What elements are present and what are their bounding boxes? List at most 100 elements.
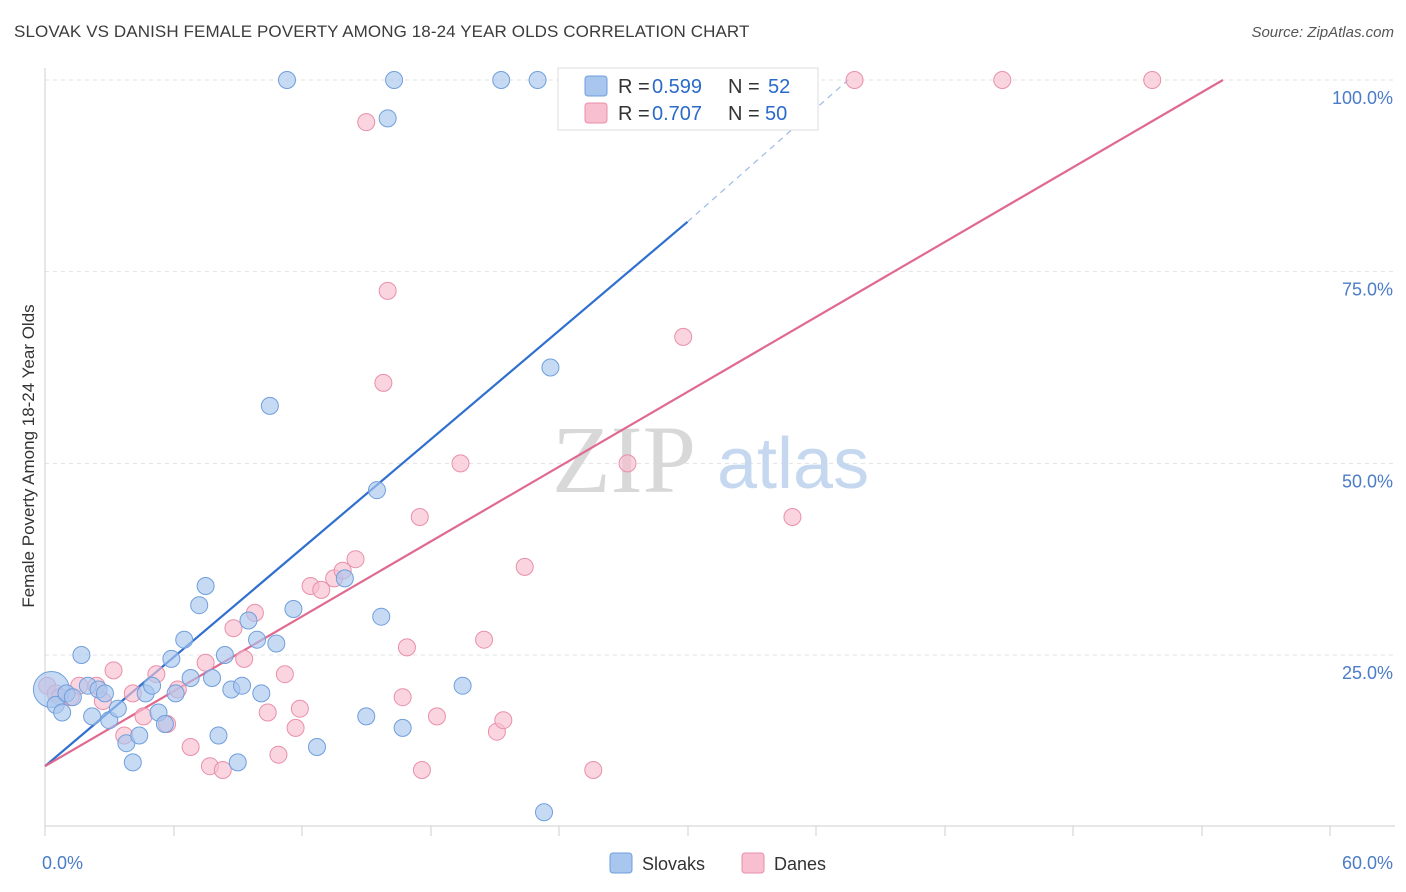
legend-n-label-slovaks: N = xyxy=(728,76,760,98)
danes-point xyxy=(258,703,277,722)
danes-point xyxy=(269,745,288,764)
x-tick-label: 60.0% xyxy=(1342,853,1393,873)
danes-point xyxy=(134,707,153,726)
slovaks-point xyxy=(228,753,247,772)
danes-point xyxy=(346,550,365,569)
slovaks-point xyxy=(378,109,397,128)
legend-r-label-danes: R = xyxy=(618,103,650,125)
slovaks-point xyxy=(63,688,82,707)
slovaks-point xyxy=(233,676,252,695)
danes-point xyxy=(427,707,446,726)
danes-point xyxy=(845,71,864,89)
slovaks-point xyxy=(95,684,114,703)
watermark-atlas: atlas xyxy=(717,424,869,504)
bottom-legend-swatch-danes xyxy=(741,852,765,874)
bottom-legend-label-slovaks: Slovaks xyxy=(642,854,705,874)
slovaks-point xyxy=(83,707,102,726)
y-tick-label: 50.0% xyxy=(1342,471,1393,491)
tick-labels: 100.0% 75.0% 50.0% 25.0% 0.0% 60.0% xyxy=(42,88,1393,873)
danes-point xyxy=(451,454,470,473)
danes-point xyxy=(374,373,393,392)
bottom-legend-label-danes: Danes xyxy=(774,854,826,874)
slovaks-point xyxy=(203,669,222,688)
chart-title: SLOVAK VS DANISH FEMALE POVERTY AMONG 18… xyxy=(14,22,750,41)
slovaks-point xyxy=(492,71,511,89)
legend-swatch-danes xyxy=(584,102,608,124)
slovaks-point xyxy=(385,71,404,89)
slovaks-point xyxy=(284,600,303,619)
danes-point xyxy=(312,580,331,599)
danes-point xyxy=(357,113,376,132)
trendline-slovaks-extension xyxy=(687,79,849,223)
chart-source: Source: ZipAtlas.com xyxy=(1251,24,1394,41)
danes-point xyxy=(410,508,429,527)
slovaks-point xyxy=(143,676,162,695)
legend-swatch-slovaks xyxy=(584,75,608,97)
slovaks-point xyxy=(535,803,554,822)
legend-n-value-slovaks: 52 xyxy=(768,76,790,98)
slovaks-point xyxy=(278,71,297,89)
slovaks-point xyxy=(190,596,209,615)
y-tick-label: 25.0% xyxy=(1342,663,1393,683)
slovaks-point xyxy=(393,718,412,737)
y-tick-label: 100.0% xyxy=(1332,88,1393,108)
danes-point xyxy=(224,619,243,638)
danes-point xyxy=(286,718,305,737)
slovaks-point xyxy=(215,646,234,665)
legend-box: R = 0.599 N = 52 R = 0.707 N = 50 xyxy=(557,67,819,131)
slovaks-point xyxy=(181,669,200,688)
slovaks-point xyxy=(335,569,354,588)
slovaks-point xyxy=(357,707,376,726)
danes-point xyxy=(475,630,494,649)
danes-point xyxy=(674,327,693,346)
danes-point xyxy=(378,281,397,300)
slovaks-point xyxy=(209,726,228,745)
slovaks-point xyxy=(239,611,258,630)
danes-point xyxy=(290,699,309,718)
slovaks-point xyxy=(453,676,472,695)
slovaks-point xyxy=(175,630,194,649)
legend-n-label-danes: N = xyxy=(728,103,760,125)
slovaks-point xyxy=(53,703,72,722)
slovaks-point xyxy=(260,396,279,415)
danes-point xyxy=(275,665,294,684)
danes-point xyxy=(397,638,416,657)
danes-point xyxy=(584,761,603,780)
bottom-legend: Slovaks Danes xyxy=(609,852,826,874)
danes-point xyxy=(515,557,534,576)
legend-r-label-slovaks: R = xyxy=(618,76,650,98)
slovaks-point xyxy=(367,481,386,500)
legend-r-value-slovaks: 0.599 xyxy=(652,76,702,98)
danes-point xyxy=(412,761,431,780)
slovaks-point xyxy=(252,684,271,703)
slovaks-point xyxy=(155,715,174,734)
y-axis-title: Female Poverty Among 18-24 Year Olds xyxy=(19,304,38,607)
slovaks-point xyxy=(528,71,547,89)
legend-n-value-danes: 50 xyxy=(765,103,787,125)
danes-point xyxy=(993,71,1012,89)
slovaks-point xyxy=(541,358,560,377)
x-tick-label: 0.0% xyxy=(42,853,83,873)
grid-lines xyxy=(45,79,1395,656)
slovaks-point xyxy=(196,577,215,596)
slovaks-point xyxy=(108,699,127,718)
danes-point xyxy=(494,711,513,730)
danes-point xyxy=(235,649,254,668)
danes-point xyxy=(618,454,637,473)
y-tick-label: 75.0% xyxy=(1342,280,1393,300)
danes-point xyxy=(1143,71,1162,89)
slovaks-point xyxy=(162,649,181,668)
data-points xyxy=(32,71,1162,822)
watermark: ZIP atlas xyxy=(552,406,869,513)
slovaks-point xyxy=(267,634,286,653)
bottom-legend-swatch-slovaks xyxy=(609,852,633,874)
slovaks-point xyxy=(307,738,326,757)
danes-point xyxy=(393,688,412,707)
slovaks-point xyxy=(123,753,142,772)
danes-point xyxy=(213,761,232,780)
slovaks-point xyxy=(248,630,267,649)
slovaks-point xyxy=(166,684,185,703)
danes-point xyxy=(181,738,200,757)
slovaks-point xyxy=(130,726,149,745)
